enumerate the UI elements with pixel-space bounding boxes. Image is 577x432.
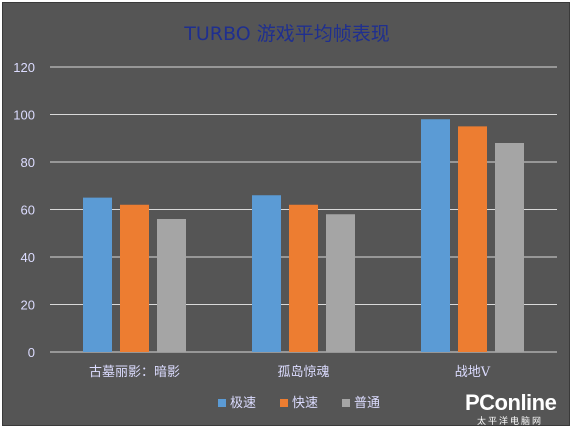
x-category-label: 孤岛惊魂: [277, 364, 329, 380]
bar-1-3: [421, 119, 450, 352]
watermark-subtitle: 太平洋电脑网: [477, 417, 544, 427]
bar-3-3: [495, 143, 524, 352]
y-tick-label: 100: [13, 108, 35, 123]
bar-3-2: [326, 214, 355, 352]
y-tick-label: 0: [28, 345, 35, 360]
bar-2-3: [458, 126, 487, 352]
legend-label: 极速: [230, 396, 256, 411]
x-category-label: 战地V: [455, 365, 491, 380]
legend-swatch: [342, 399, 350, 407]
pconline-watermark: PConline 太平洋电脑网: [465, 390, 575, 430]
legend-label: 普通: [354, 396, 380, 411]
legend-label: 快速: [292, 396, 318, 411]
bar-2-1: [120, 204, 149, 352]
y-tick-label: 40: [21, 250, 35, 265]
chart-area: TURBO 游戏平均帧表现 0 20 40 60 80 100 120 古墓丽影：暗影 孤岛惊魂 战…: [2, 2, 570, 426]
watermark-brand: PConline: [465, 390, 557, 415]
bar-3-1: [157, 219, 186, 352]
y-tick-label: 120: [13, 60, 35, 75]
y-tick-label: 60: [21, 203, 35, 218]
bar-1-2: [252, 195, 281, 352]
bar-chart: TURBO 游戏平均帧表现 0 20 40 60 80 100 120 古墓丽影：暗影 孤岛惊魂 战…: [13, 23, 557, 411]
x-category-label: 古墓丽影：暗影: [89, 365, 180, 380]
y-tick-label: 20: [21, 298, 35, 313]
bar-2-2: [289, 204, 318, 352]
y-tick-label: 80: [21, 155, 35, 170]
bar-1-1: [83, 197, 112, 352]
legend-swatch: [218, 399, 226, 407]
chart-title: TURBO 游戏平均帧表现: [183, 23, 389, 45]
legend-swatch: [280, 399, 288, 407]
